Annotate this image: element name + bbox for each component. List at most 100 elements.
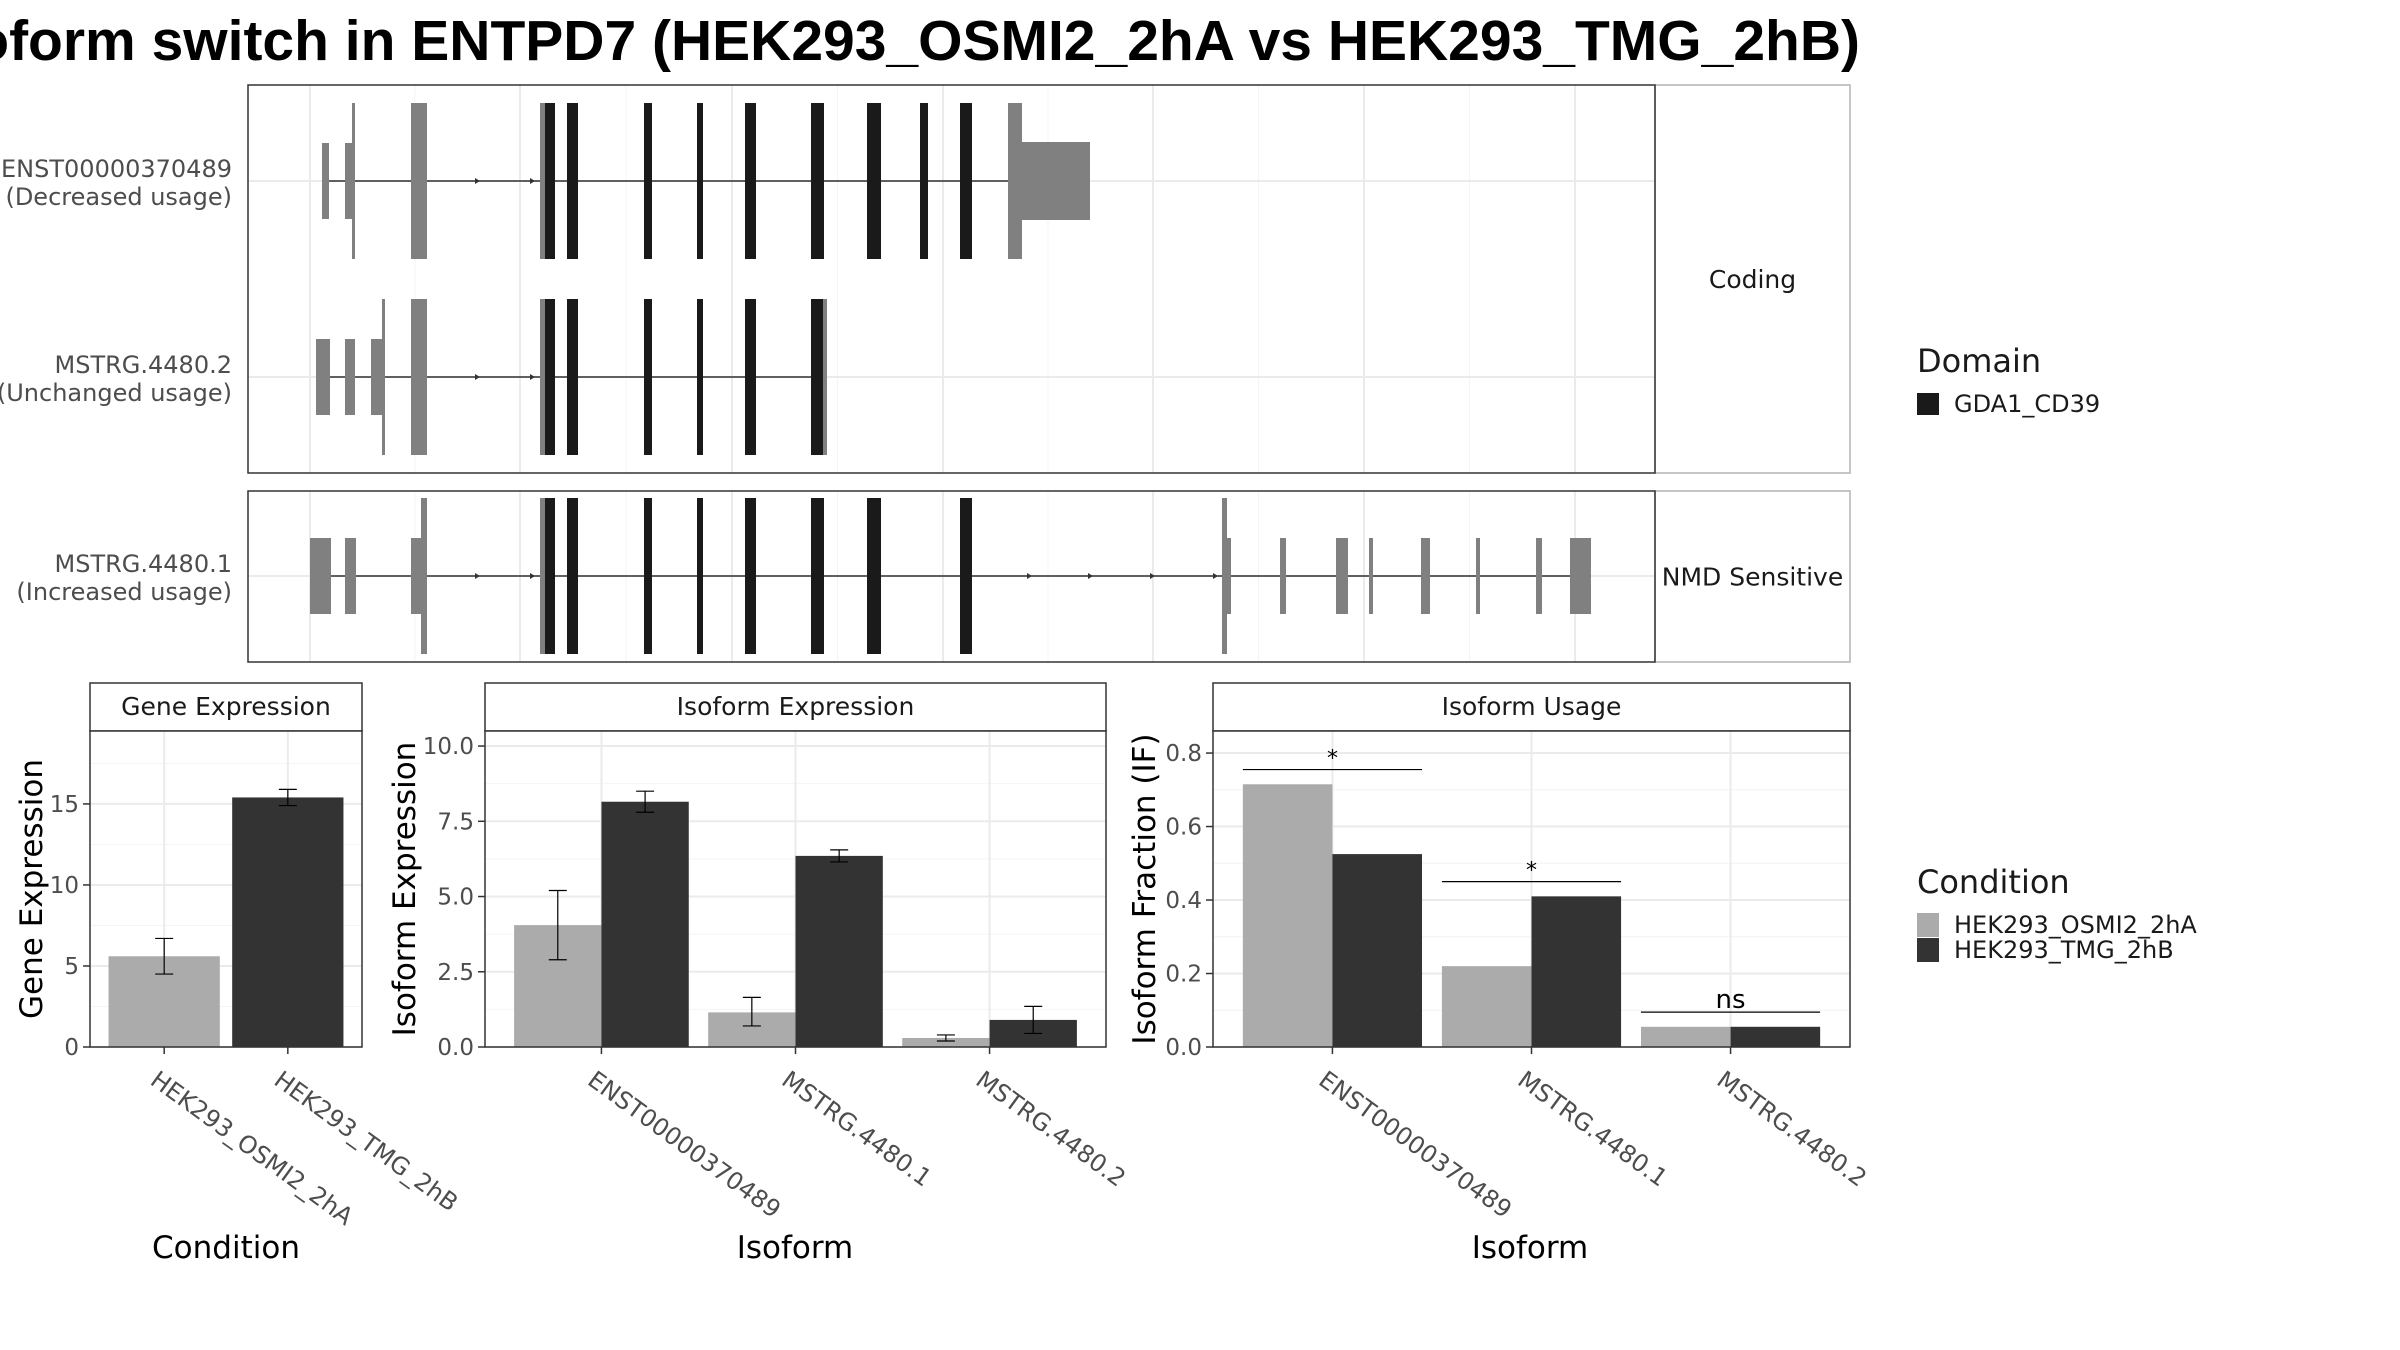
y-tick-label: 2.5	[437, 960, 474, 986]
domain-exon	[545, 299, 555, 455]
y-tick-label: 0	[64, 1035, 79, 1061]
exon	[540, 299, 545, 455]
facet-label: NMD Sensitive	[1662, 563, 1843, 592]
bar	[1531, 896, 1622, 1047]
y-axis-title: Isoform Expression	[387, 742, 423, 1037]
domain-exon	[745, 103, 756, 259]
bar	[902, 1037, 990, 1047]
legend-title: Domain	[1917, 342, 2041, 380]
domain-exon	[644, 103, 652, 259]
strand-arrow	[530, 573, 535, 579]
facet-label: Isoform Expression	[677, 692, 915, 721]
domain-exon	[867, 103, 881, 259]
domain-exon	[745, 299, 756, 455]
domain-exon	[697, 299, 703, 455]
y-tick-label: 0.8	[1165, 741, 1202, 767]
isoform-usage-label: (Increased usage)	[16, 578, 232, 606]
isoform-usage-label: (Unchanged usage)	[0, 379, 232, 407]
x-tick-label: MSTRG.4480.2	[1712, 1065, 1872, 1192]
legend-label: HEK293_OSMI2_2hA	[1954, 911, 2197, 939]
x-tick-label: ENST00000370489	[1314, 1065, 1517, 1223]
y-tick-label: 0.4	[1165, 888, 1202, 914]
isoform-row	[316, 299, 827, 455]
y-tick-label: 7.5	[437, 809, 474, 835]
bar	[1640, 1026, 1731, 1047]
bar-chart: Isoform Expression 0.0 2.5 5.0 7.5 10.0 ENST00…	[387, 682, 1131, 1266]
strand-arrow	[475, 374, 480, 380]
domain-exon	[960, 498, 972, 654]
exon	[345, 339, 355, 415]
exon	[345, 538, 356, 614]
isoform-row	[322, 103, 1090, 259]
domain-exon	[567, 103, 578, 259]
exon	[540, 103, 545, 259]
exon	[1280, 538, 1286, 614]
strand-arrow	[530, 374, 535, 380]
exon	[322, 143, 329, 219]
isoform-label: MSTRG.4480.1	[55, 550, 232, 578]
domain-exon	[920, 103, 928, 259]
isoform-label: MSTRG.4480.2	[55, 351, 232, 379]
legends: Domain GDA1_CD39 Condition HEK293_OSMI2_2hA…	[1917, 342, 2197, 964]
domain-exon	[644, 498, 652, 654]
x-tick-label: MSTRG.4480.1	[777, 1065, 937, 1192]
y-axis-title: Isoform Fraction (IF)	[1127, 733, 1163, 1044]
exon	[1336, 538, 1348, 614]
domain-exon	[697, 103, 703, 259]
legend-label: HEK293_TMG_2hB	[1954, 936, 2174, 964]
x-axis-title: Isoform	[1472, 1230, 1589, 1266]
exon	[316, 339, 330, 415]
exon	[540, 498, 545, 654]
legend-title: Condition	[1917, 863, 2070, 901]
strand-arrow	[1213, 573, 1218, 579]
isoform-usage-label: (Decreased usage)	[5, 183, 232, 211]
isoform-row	[310, 498, 1591, 654]
chart-title: The isoform switch in ENTPD7 (HEK293_OSM…	[0, 6, 1860, 76]
domain-exon	[697, 498, 703, 654]
legend-key	[1917, 913, 1939, 937]
transcript-panel	[247, 84, 1851, 474]
significance-label: ns	[1716, 985, 1746, 1015]
bar-charts: Gene Expression051015HEK293_OSMI2_2hAHEK…	[14, 682, 1872, 1266]
exon	[411, 299, 427, 455]
domain-exon	[545, 498, 555, 654]
y-tick-label: 5	[64, 954, 79, 980]
strand-arrow	[475, 573, 480, 579]
exon	[1222, 498, 1227, 654]
exon	[411, 538, 423, 614]
panel-border	[89, 730, 363, 1048]
exon	[421, 498, 427, 654]
strand-arrow	[1150, 573, 1155, 579]
exon	[352, 103, 355, 259]
exon	[310, 538, 331, 614]
exon	[1369, 538, 1373, 614]
x-axis-title: Condition	[152, 1230, 300, 1266]
domain-exon	[960, 103, 972, 259]
strand-arrow	[530, 178, 535, 184]
x-axis-title: Isoform	[737, 1230, 854, 1266]
strand-arrow	[1088, 573, 1093, 579]
domain-exon	[811, 498, 824, 654]
legend-key	[1917, 393, 1939, 415]
y-tick-label: 0.0	[1165, 1035, 1202, 1061]
strand-arrow	[475, 178, 480, 184]
legend-label: GDA1_CD39	[1954, 390, 2100, 418]
exon	[1226, 538, 1231, 614]
exon	[345, 143, 353, 219]
x-tick-label: ENST00000370489	[583, 1065, 786, 1223]
bar-chart: Isoform Usage * * ns 0.0 0.2 0.4 0.6 0.8 ENST0000…	[1127, 682, 1872, 1266]
domain-exon	[644, 299, 652, 455]
exon	[371, 339, 383, 415]
bar	[1242, 784, 1333, 1047]
facet-strip	[1654, 84, 1851, 474]
bar	[232, 797, 344, 1047]
y-tick-label: 0.0	[437, 1035, 474, 1061]
facet-label: Coding	[1709, 265, 1796, 294]
y-tick-label: 10	[50, 873, 79, 899]
bar	[795, 855, 883, 1047]
isoform-label: ENST00000370489	[1, 155, 232, 183]
facet-label: Gene Expression	[121, 692, 331, 721]
significance-label: *	[1327, 747, 1338, 772]
domain-exon	[567, 299, 578, 455]
facet-strip	[89, 682, 363, 732]
